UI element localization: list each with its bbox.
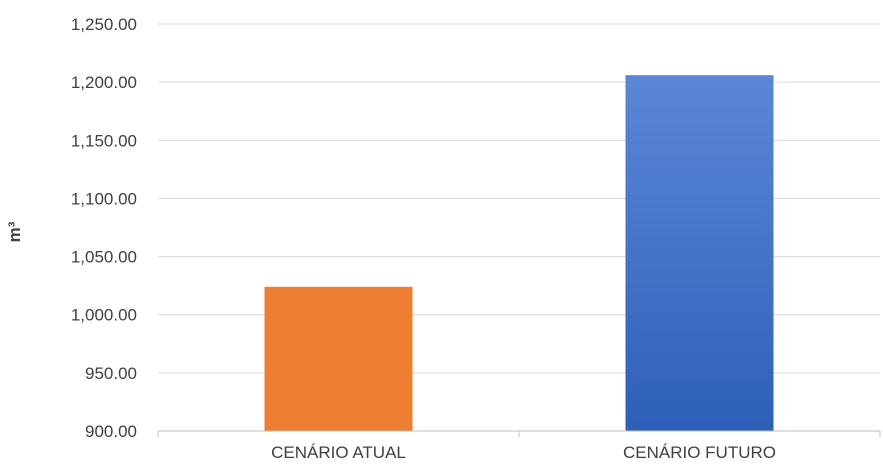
y-tick-label: 1,150.00: [71, 131, 137, 150]
x-tick-labels: CENÁRIO ATUAL CENÁRIO FUTURO: [271, 443, 776, 462]
x-tick-label: CENÁRIO FUTURO: [623, 443, 776, 462]
bar-cenario-futuro: [625, 75, 774, 431]
bar-cenario-atual: [264, 286, 413, 431]
y-tick-label: 900.00: [85, 422, 137, 441]
y-tick-label: 1,000.00: [71, 306, 137, 325]
y-tick-label: 950.00: [85, 364, 137, 383]
y-axis-title: m³: [5, 221, 24, 242]
y-tick-label: 1,250.00: [71, 15, 137, 34]
y-tick-label: 1,100.00: [71, 189, 137, 208]
bars: [264, 75, 774, 431]
x-axis: [157, 430, 881, 437]
x-tick-label: CENÁRIO ATUAL: [271, 443, 406, 462]
y-tick-labels: 900.00 950.00 1,000.00 1,050.00 1,100.00 1,15…: [71, 15, 137, 441]
y-tick-label: 1,050.00: [71, 248, 137, 267]
y-tick-label: 1,200.00: [71, 73, 137, 92]
